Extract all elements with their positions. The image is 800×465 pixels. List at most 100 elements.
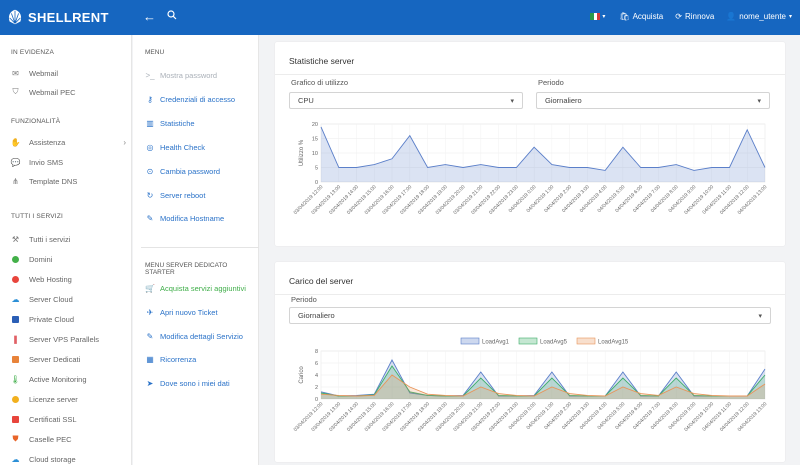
user-menu[interactable]: 👤 nome_utente ▾ <box>726 12 792 21</box>
section-title-in-evidenza: IN EVIDENZA <box>11 49 55 56</box>
menu-item-statistiche[interactable]: ▥ Statistiche <box>145 116 257 130</box>
sidebar-item-private-cloud[interactable]: Private Cloud <box>11 312 126 326</box>
menu-item-label: Modifica dettagli Servizio <box>160 331 243 341</box>
location-icon: ➤ <box>146 378 154 388</box>
edit-icon: ✎ <box>146 331 154 341</box>
legend-label: LoadAvg15 <box>598 340 629 346</box>
graph-select-value: CPU <box>298 96 314 105</box>
period-select[interactable]: Giornaliero ▾ <box>536 92 770 109</box>
menu-item-credenziali[interactable]: ⚷ Credenziali di accesso <box>145 92 257 106</box>
sidebar-item-certificati-ssl[interactable]: Certificati SSL <box>11 412 126 426</box>
y-tick-label: 15 <box>312 137 318 143</box>
italy-flag-icon[interactable] <box>590 13 601 20</box>
sidebar-item-label: Server Cloud <box>29 294 73 304</box>
sidebar-item-assistenza[interactable]: ✋ Assistenza › <box>11 135 126 149</box>
rinnova-link[interactable]: ⟳ Rinnova <box>675 12 714 21</box>
menu-item-acquista-servizi[interactable]: 🛒 Acquista servizi aggiuntivi <box>145 281 257 295</box>
menu-item-modifica-dettagli[interactable]: ✎ Modifica dettagli Servizio <box>145 329 257 343</box>
sidebar-item-domini[interactable]: Domini <box>11 252 126 266</box>
menu-item-cambia-password[interactable]: ⊙ Cambia password <box>145 164 257 178</box>
section-title-funzionalita: FUNZIONALITÀ <box>11 118 61 125</box>
sidebar-item-label: Tutti i servizi <box>29 234 71 244</box>
chart-icon: ▥ <box>146 118 154 128</box>
sidebar-item-label: Licenze server <box>29 394 78 404</box>
section-title-tutti-i-servizi: TUTTI I SERVIZI <box>11 213 63 220</box>
thermometer-icon: 🌡 <box>10 374 21 384</box>
key-icon: ⚷ <box>147 94 153 104</box>
legend-swatch <box>460 337 480 345</box>
menu-title: MENU <box>145 49 165 56</box>
menu-item-label: Apri nuovo Ticket <box>160 307 218 317</box>
acquista-link[interactable]: 🛍 Acquista <box>619 12 663 21</box>
sidebar-item-server-dedicati[interactable]: Server Dedicati <box>11 352 126 366</box>
menu-item-health-check[interactable]: ◎ Health Check <box>145 140 257 154</box>
chevron-down-icon: ▾ <box>510 98 514 105</box>
sidebar-item-label: Caselle PEC <box>29 434 72 444</box>
sidebar-item-licenze-server[interactable]: Licenze server <box>11 392 126 406</box>
flag-red <box>597 13 601 20</box>
chevron-down-icon: ▾ <box>788 14 792 20</box>
sidebar-item-caselle-pec[interactable]: ⛊ Caselle PEC <box>11 432 126 446</box>
handshake-icon: ✋ <box>10 137 21 147</box>
sidebar-item-label: Template DNS <box>29 176 78 186</box>
stats-card: Statistiche server Grafico di utilizzo C… <box>275 42 785 246</box>
windows-icon <box>11 315 20 324</box>
sidebar-item-webmail-pec[interactable]: ⛉ Webmail PEC <box>11 85 126 99</box>
y-axis-label: Utilizzo % <box>299 139 305 166</box>
shield-pec-icon: ⛊ <box>12 434 19 443</box>
y-tick-label: 4 <box>315 373 318 379</box>
menu-item-ricorrenza[interactable]: ▦ Ricorrenza <box>145 352 257 366</box>
menu-item-apri-ticket[interactable]: ✈ Apri nuovo Ticket <box>145 305 257 319</box>
legend-label: LoadAvg5 <box>540 340 568 346</box>
sidebar-item-template-dns[interactable]: ⋔ Template DNS <box>11 174 126 188</box>
user-name: nome_utente <box>739 12 786 21</box>
sidebar-item-cloud-storage[interactable]: ☁ Cloud storage <box>11 452 126 465</box>
sidebar-item-label: Assistenza <box>29 137 66 147</box>
menu-item-server-reboot[interactable]: ↻ Server reboot <box>145 188 257 202</box>
sidebar-item-label: Domini <box>29 254 53 264</box>
menu-item-modifica-hostname[interactable]: ✎ Modifica Hostname <box>145 211 257 225</box>
sidebar-item-webmail[interactable]: ✉ Webmail <box>11 66 126 80</box>
chevron-right-icon: › <box>123 137 126 147</box>
menu-item-label: Dove sono i miei dati <box>160 378 230 388</box>
search-icon[interactable] <box>167 10 177 20</box>
graph-select[interactable]: CPU ▾ <box>289 92 523 109</box>
cloud-icon: ☁ <box>11 294 20 304</box>
sidebar-item-active-monitoring[interactable]: 🌡 Active Monitoring <box>10 372 126 386</box>
sidebar-item-server-vps-parallels[interactable]: ∥ Server VPS Parallels <box>11 332 126 346</box>
sidebar-item-web-hosting[interactable]: Web Hosting <box>11 272 126 286</box>
menu-item-mostra-password[interactable]: >_ Mostra password <box>145 68 257 82</box>
menu-item-label: Health Check <box>160 142 206 152</box>
sidebar-item-tutti-i-servizi[interactable]: ⚒ Tutti i servizi <box>11 232 126 246</box>
top-navbar: SHELLRENT ← ▾ 🛍 Acquista ⟳ Rinnova 👤 nom… <box>0 0 800 35</box>
series-line <box>320 126 766 171</box>
ssl-icon <box>11 415 20 424</box>
sidebar-item-label: Server Dedicati <box>29 354 81 364</box>
shell-logo-icon <box>8 9 22 25</box>
load-card-title: Carico del server <box>289 276 354 286</box>
menu-item-label: Acquista servizi aggiuntivi <box>160 283 246 293</box>
sidebar-item-server-cloud[interactable]: ☁ Server Cloud <box>11 292 126 306</box>
rinnova-label: Rinnova <box>684 12 715 21</box>
edit-icon: ✎ <box>146 213 154 223</box>
series-area <box>321 126 765 182</box>
card-divider <box>275 294 785 295</box>
lock-refresh-icon: ⊙ <box>146 166 154 176</box>
license-icon <box>11 395 20 404</box>
refresh-icon: ⟳ <box>675 12 682 21</box>
menu-item-label: Credenziali di accesso <box>160 94 236 104</box>
acquista-label: Acquista <box>632 12 664 21</box>
menu-item-label: Mostra password <box>160 70 218 80</box>
parallels-icon: ∥ <box>13 334 18 344</box>
sidebar-item-invio-sms[interactable]: 💬 Invio SMS <box>11 155 126 169</box>
menu-item-dove-sono-dati[interactable]: ➤ Dove sono i miei dati <box>145 376 257 390</box>
load-period-label: Periodo <box>291 295 317 304</box>
chevron-down-icon[interactable]: ▾ <box>602 14 606 20</box>
chevron-down-icon: ▾ <box>757 98 761 105</box>
support-icon: ◎ <box>146 142 154 152</box>
arrow-left-icon[interactable]: ← <box>143 9 156 24</box>
brand-logo[interactable]: SHELLRENT <box>6 8 109 26</box>
load-period-select[interactable]: Giornaliero ▾ <box>289 307 771 324</box>
cart-icon: 🛍 <box>619 12 630 21</box>
chat-icon: 💬 <box>10 157 21 167</box>
